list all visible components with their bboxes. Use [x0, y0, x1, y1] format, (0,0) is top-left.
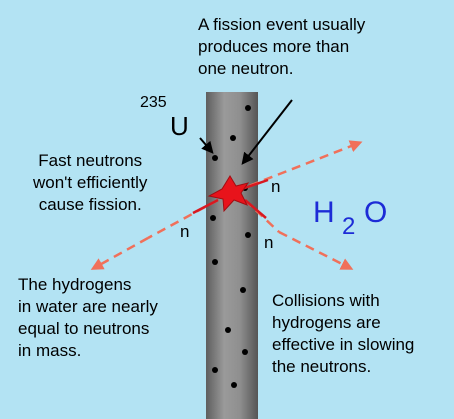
- neutron-label: n: [271, 177, 281, 196]
- neutron-label: n: [180, 222, 190, 241]
- uranium-atoms: [210, 105, 251, 388]
- hydrogens-mass-label: The hydrogens in water are nearly equal …: [18, 275, 158, 360]
- neutron-arrow: [90, 236, 149, 270]
- uranium-atom: [245, 105, 251, 111]
- uranium-symbol: U: [170, 111, 189, 141]
- uranium-atom: [240, 287, 246, 293]
- uranium-atom: [242, 349, 248, 355]
- uranium-atom: [210, 215, 216, 221]
- uranium-atom: [230, 135, 236, 141]
- uranium-pointer-arrow: [199, 137, 214, 154]
- fission-pointer-arrow: [241, 99, 293, 165]
- fission-star-icon: [207, 175, 250, 213]
- uranium-mass-number: 235: [140, 94, 167, 111]
- uranium-atom: [212, 155, 218, 161]
- water-h: H: [313, 196, 335, 229]
- water-o: O: [364, 196, 388, 229]
- neutron-label: n: [264, 233, 274, 252]
- water-subscript: 2: [342, 213, 356, 240]
- collisions-label: Collisions with hydrogens are effective …: [272, 291, 415, 376]
- fission-event-label: A fission event usually produces more th…: [198, 15, 366, 78]
- uranium-atom: [225, 327, 231, 333]
- uranium-atom: [212, 259, 218, 265]
- uranium-atom: [231, 382, 237, 388]
- uranium-atom: [212, 367, 218, 373]
- fuel-rod: [206, 92, 258, 419]
- uranium-atom: [245, 232, 251, 238]
- fast-neutrons-label: Fast neutrons won't efficiently cause fi…: [33, 151, 148, 214]
- neutron-arrow: [147, 198, 219, 240]
- neutron-arrow: [278, 230, 354, 270]
